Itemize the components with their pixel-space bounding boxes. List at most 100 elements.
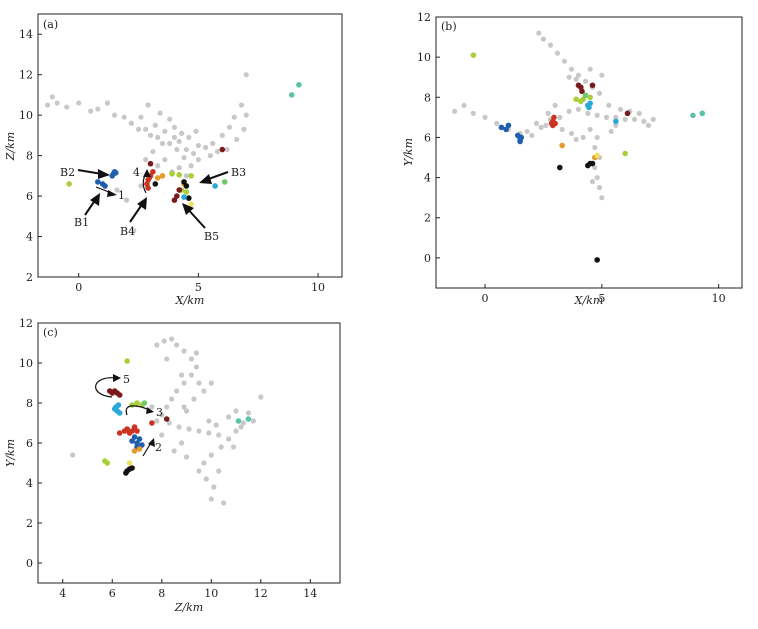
event-point bbox=[136, 446, 143, 452]
background-point bbox=[224, 146, 230, 153]
background-point bbox=[154, 418, 160, 424]
background-point bbox=[154, 342, 160, 348]
background-point bbox=[622, 116, 628, 122]
background-point bbox=[461, 102, 467, 108]
background-point bbox=[226, 436, 232, 442]
background-point bbox=[178, 372, 185, 378]
event-point bbox=[174, 193, 180, 199]
event-point bbox=[518, 134, 525, 141]
x-tick-label: 10 bbox=[712, 292, 726, 305]
background-point bbox=[608, 128, 614, 135]
event-point bbox=[221, 179, 228, 185]
background-point bbox=[543, 122, 549, 128]
event-point bbox=[102, 183, 108, 189]
background-point bbox=[131, 227, 137, 234]
event-point bbox=[578, 98, 584, 105]
event-point bbox=[589, 160, 596, 167]
event-point bbox=[116, 430, 123, 436]
event-point bbox=[186, 195, 192, 201]
y-tick-label: 8 bbox=[26, 397, 33, 410]
event-point bbox=[131, 448, 138, 454]
background-point bbox=[568, 66, 575, 72]
event-point bbox=[552, 120, 558, 127]
x-tick-label: 12 bbox=[254, 587, 268, 600]
background-point bbox=[238, 424, 244, 430]
background-point bbox=[482, 114, 488, 120]
arrowhead-2 bbox=[148, 438, 155, 447]
background-point bbox=[159, 412, 165, 418]
background-point bbox=[174, 146, 180, 153]
background-point bbox=[234, 136, 240, 143]
background-point bbox=[243, 112, 249, 118]
background-point bbox=[210, 140, 216, 147]
background-point bbox=[195, 157, 201, 163]
background-point bbox=[64, 104, 70, 110]
annotations-a: B2 B3 4 1 B1 B4 B5 bbox=[60, 166, 246, 243]
background-point bbox=[545, 110, 551, 116]
annotation-3: 3 bbox=[156, 406, 163, 419]
annotation-b3: B3 bbox=[231, 166, 246, 179]
background-point bbox=[650, 116, 656, 122]
event-point bbox=[95, 179, 101, 185]
background-point bbox=[592, 164, 598, 171]
background-point bbox=[258, 394, 264, 400]
x-tick-label: 8 bbox=[158, 587, 165, 600]
background-point bbox=[219, 132, 225, 138]
background-point bbox=[559, 126, 565, 133]
event-point bbox=[150, 169, 156, 175]
annotation-2: 2 bbox=[155, 441, 162, 454]
background-point bbox=[494, 120, 500, 126]
arrowhead-5 bbox=[113, 374, 121, 382]
x-tick-label: 5 bbox=[195, 281, 202, 294]
event-point bbox=[102, 458, 108, 464]
event-point bbox=[498, 124, 505, 131]
y-tick-label: 10 bbox=[417, 51, 431, 64]
event-point bbox=[129, 438, 135, 444]
panel-label-b: (b) bbox=[441, 20, 457, 33]
background-point bbox=[49, 94, 55, 100]
ticks-b: 0 5 10 0 2 4 6 8 10 12 bbox=[417, 11, 726, 305]
y-tick-label: 0 bbox=[424, 252, 431, 265]
event-point bbox=[288, 92, 295, 98]
event-point bbox=[66, 181, 72, 187]
background-point bbox=[186, 134, 192, 141]
event-point bbox=[573, 96, 579, 103]
arrowhead-b2 bbox=[98, 169, 110, 179]
background-point bbox=[171, 124, 178, 130]
background-point bbox=[240, 420, 247, 426]
background-point bbox=[111, 112, 118, 118]
event-point bbox=[579, 88, 585, 95]
event-point bbox=[613, 118, 619, 125]
background-point bbox=[143, 126, 149, 132]
background-point bbox=[169, 336, 175, 342]
y-tick-label: 6 bbox=[424, 131, 431, 144]
background-point bbox=[193, 350, 200, 356]
event-point bbox=[470, 52, 477, 58]
background-point bbox=[554, 50, 561, 56]
y-tick-label: 8 bbox=[26, 150, 33, 163]
background-point bbox=[183, 173, 190, 179]
x-axis-label-b: X/km bbox=[574, 294, 604, 307]
background-point bbox=[580, 134, 586, 141]
event-point bbox=[134, 440, 140, 446]
background-point bbox=[188, 372, 195, 378]
panel-label-c: (c) bbox=[43, 326, 58, 339]
panel-label-a: (a) bbox=[43, 18, 58, 31]
background-point bbox=[143, 157, 149, 163]
background-point bbox=[70, 452, 76, 458]
background-point bbox=[150, 148, 156, 155]
background-point bbox=[566, 108, 572, 114]
arrowhead-b1 bbox=[90, 193, 100, 206]
event-point bbox=[139, 442, 145, 448]
background-point bbox=[533, 120, 540, 126]
background-point bbox=[213, 422, 219, 428]
background-point bbox=[206, 430, 212, 436]
event-point bbox=[624, 110, 631, 117]
background-point bbox=[547, 42, 554, 48]
background-point bbox=[183, 408, 190, 414]
background-point bbox=[241, 126, 247, 132]
background-point bbox=[561, 58, 568, 64]
background-point bbox=[191, 396, 197, 402]
